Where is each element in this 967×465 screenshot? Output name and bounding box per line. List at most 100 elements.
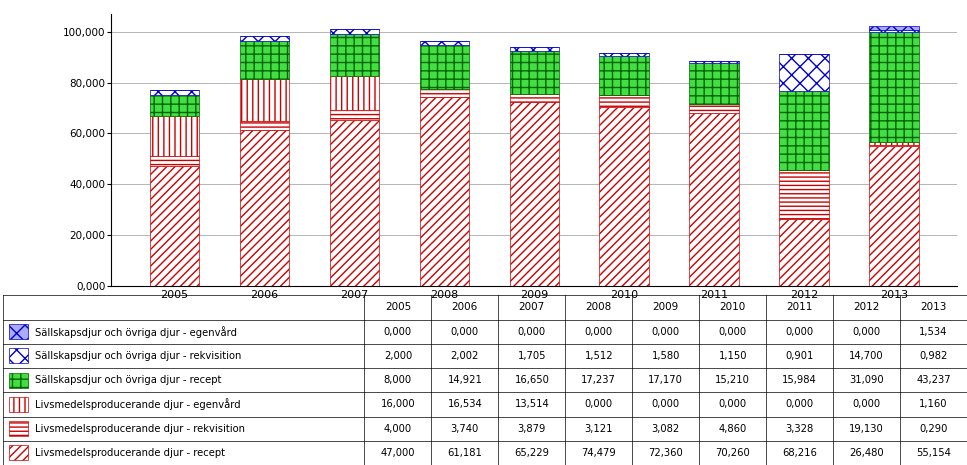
Bar [330,110,379,120]
Text: 1,534: 1,534 [920,326,948,337]
Text: Livsmedelsproducerande djur - recept: Livsmedelsproducerande djur - recept [35,448,224,458]
Bar [9,348,28,364]
Text: 0,982: 0,982 [920,351,948,361]
Text: 47,000: 47,000 [381,448,415,458]
Bar [150,166,199,286]
Text: 16,000: 16,000 [381,399,415,409]
Text: 61,181: 61,181 [448,448,483,458]
Bar [600,56,649,95]
Text: 2006: 2006 [452,302,478,312]
Text: 15,210: 15,210 [716,375,750,385]
Text: 0,000: 0,000 [853,326,881,337]
Text: Livsmedelsproducerande djur - egenvård: Livsmedelsproducerande djur - egenvård [35,399,241,410]
Bar [689,113,739,286]
Text: 0,000: 0,000 [853,399,881,409]
Text: 3,879: 3,879 [517,424,546,434]
Bar [779,219,829,286]
Text: 17,170: 17,170 [648,375,683,385]
Bar [869,30,919,32]
Text: Livsmedelsproducerande djur - rekvisition: Livsmedelsproducerande djur - rekvisitio… [35,424,245,434]
Bar [150,116,199,156]
Bar [689,63,739,104]
Text: 0,000: 0,000 [451,326,479,337]
Text: 2010: 2010 [719,302,746,312]
Bar [330,120,379,286]
Text: Sällskapsdjur och övriga djur - egenvård: Sällskapsdjur och övriga djur - egenvård [35,326,237,338]
Text: 43,237: 43,237 [916,375,951,385]
Text: 70,260: 70,260 [716,448,750,458]
Bar [240,121,289,131]
Text: 0,000: 0,000 [384,326,412,337]
Bar [779,170,829,219]
Bar [9,397,28,412]
Text: 17,237: 17,237 [581,375,616,385]
Bar [330,76,379,110]
Bar [420,45,469,89]
Bar [150,156,199,166]
Text: 14,921: 14,921 [448,375,483,385]
Bar [869,32,919,142]
Bar [330,33,379,76]
Text: 16,534: 16,534 [448,399,483,409]
Bar [240,41,289,79]
Text: 3,082: 3,082 [652,424,680,434]
Text: 0,000: 0,000 [652,399,680,409]
Text: 16,650: 16,650 [514,375,549,385]
Bar [240,79,289,121]
Text: 2,002: 2,002 [451,351,479,361]
Text: 13,514: 13,514 [514,399,549,409]
Bar [420,97,469,286]
Text: 4,860: 4,860 [718,424,747,434]
Text: 1,705: 1,705 [517,351,546,361]
Bar [150,95,199,116]
Text: 3,328: 3,328 [785,424,814,434]
Bar [600,95,649,107]
Text: 0,901: 0,901 [785,351,814,361]
Text: 3,121: 3,121 [584,424,613,434]
Bar [420,41,469,45]
Text: 2,000: 2,000 [384,351,412,361]
Text: 2008: 2008 [586,302,612,312]
Text: 0,290: 0,290 [920,424,948,434]
Bar [779,53,829,91]
Text: Sällskapsdjur och övriga djur - recept: Sällskapsdjur och övriga djur - recept [35,375,221,385]
Text: 65,229: 65,229 [514,448,549,458]
Bar [9,324,28,339]
Text: 0,000: 0,000 [785,399,813,409]
Text: 0,000: 0,000 [517,326,546,337]
Bar [869,26,919,30]
Bar [9,421,28,436]
Text: Sällskapsdjur och övriga djur - rekvisition: Sällskapsdjur och övriga djur - rekvisit… [35,351,241,361]
Bar [510,51,559,94]
Text: 2005: 2005 [385,302,411,312]
Text: 0,000: 0,000 [585,326,613,337]
Text: 19,130: 19,130 [849,424,884,434]
Text: 15,984: 15,984 [782,375,817,385]
Text: 72,360: 72,360 [648,448,683,458]
Bar [240,131,289,286]
Text: 2013: 2013 [921,302,947,312]
Bar [510,102,559,286]
Text: 3,740: 3,740 [451,424,479,434]
Text: 1,512: 1,512 [584,351,613,361]
Bar [150,90,199,95]
Text: 2012: 2012 [854,302,880,312]
Text: 2009: 2009 [653,302,679,312]
Text: 0,000: 0,000 [718,326,747,337]
Text: 8,000: 8,000 [384,375,412,385]
Text: 0,000: 0,000 [785,326,813,337]
Text: 31,090: 31,090 [849,375,884,385]
Bar [689,61,739,63]
Text: 1,160: 1,160 [920,399,948,409]
Bar [600,53,649,56]
Text: 0,000: 0,000 [718,399,747,409]
Text: 4,000: 4,000 [384,424,412,434]
Bar [510,94,559,102]
Bar [330,29,379,33]
Bar [510,46,559,51]
Text: 74,479: 74,479 [581,448,616,458]
Text: 1,150: 1,150 [718,351,747,361]
Bar [869,146,919,286]
Bar [779,91,829,170]
Text: 14,700: 14,700 [849,351,884,361]
